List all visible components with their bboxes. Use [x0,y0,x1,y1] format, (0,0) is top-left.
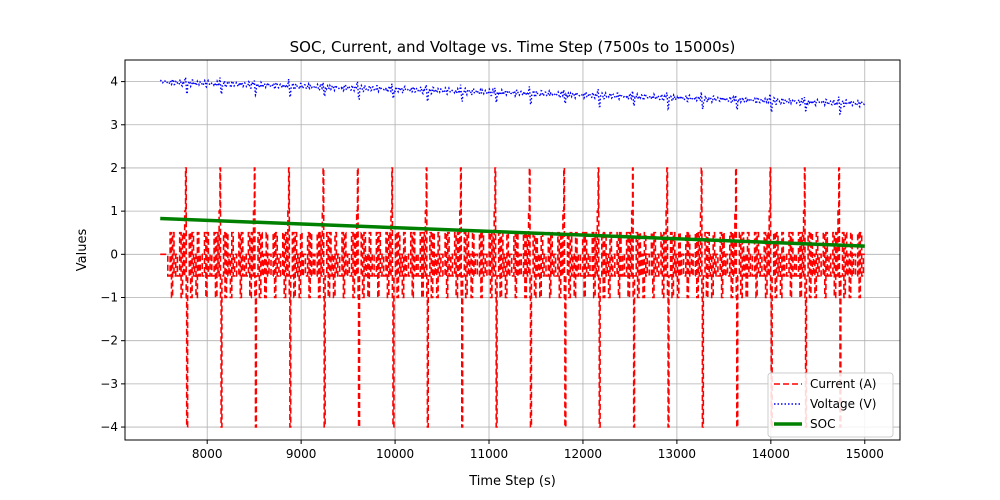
x-tick-label: 14000 [752,447,790,461]
y-tick-label: −4 [100,420,118,434]
legend-box [767,372,894,438]
legend-label: Voltage (V) [810,397,876,411]
x-tick-label: 8000 [192,447,223,461]
legend-label: Current (A) [810,377,876,391]
y-tick-label: −1 [100,291,118,305]
y-tick-label: 1 [110,204,118,218]
y-tick-label: −3 [100,377,118,391]
y-axis: −4 −3 −2 −1 0 1 2 3 4 [100,75,125,434]
x-tick-label: 11000 [470,447,508,461]
legend: Current (A) Voltage (V) SOC [767,372,894,438]
x-tick-label: 15000 [846,447,884,461]
legend-label: SOC [810,417,835,431]
voltage-series-line [159,77,866,116]
y-tick-label: 2 [110,161,118,175]
soc-series-line [160,216,865,248]
y-tick-label: 0 [110,247,118,261]
current-series-line [160,167,865,428]
y-tick-label: 3 [110,118,118,132]
axes-frame [124,59,901,441]
x-tick-label: 9000 [286,447,317,461]
x-axis: 8000 9000 10000 11000 12000 13000 14000 15000 [192,440,884,461]
x-tick-label: 13000 [658,447,696,461]
x-tick-label: 10000 [376,447,414,461]
x-axis-label: Time Step (s) [468,474,556,489]
y-tick-label: −2 [100,334,118,348]
chart-title: SOC, Current, and Voltage vs. Time Step … [290,38,736,56]
x-tick-label: 12000 [564,447,602,461]
y-axis-label: Values [75,229,90,272]
y-tick-label: 4 [110,75,118,89]
series-layer [159,77,866,428]
